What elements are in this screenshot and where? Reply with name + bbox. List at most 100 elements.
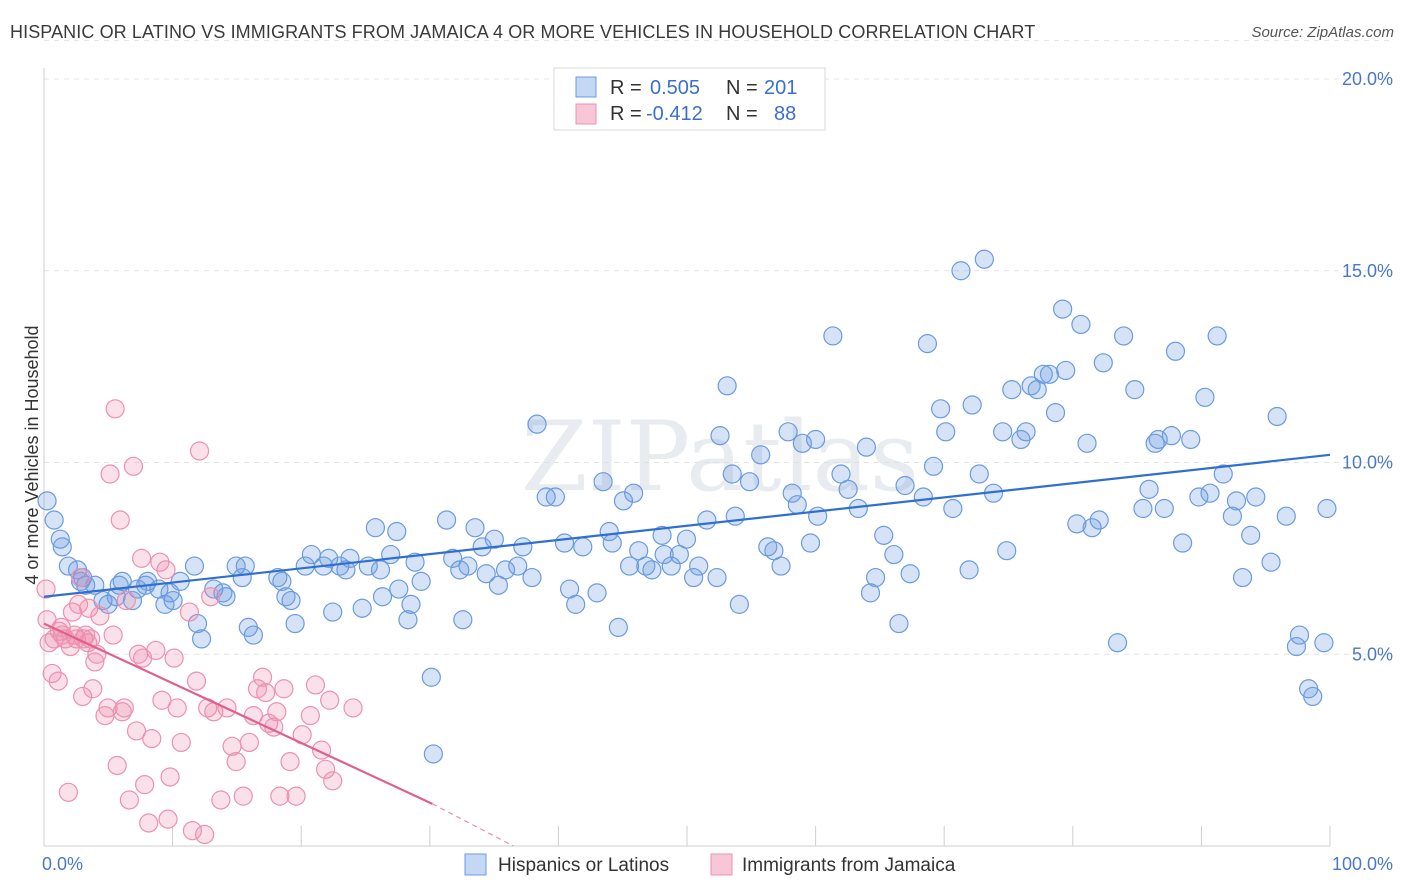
hispanic-point-88 bbox=[613, 491, 634, 511]
jamaica-point-21 bbox=[79, 598, 99, 618]
hispanic-point-95 bbox=[654, 544, 674, 565]
hispanic-point-142 bbox=[974, 249, 994, 269]
hispanic-point-153 bbox=[1045, 403, 1066, 423]
jamaica-point-51 bbox=[160, 767, 180, 787]
jamaica-point-58 bbox=[189, 441, 210, 461]
hispanic-point-133 bbox=[917, 334, 938, 354]
legend-n-value-1: 201 bbox=[764, 77, 797, 99]
hispanic-point-85 bbox=[599, 521, 619, 542]
jamaica-point-78 bbox=[280, 752, 300, 772]
hispanic-point-158 bbox=[1077, 433, 1097, 453]
hispanic-point-32 bbox=[235, 556, 255, 576]
jamaica-point-24 bbox=[85, 652, 105, 672]
jamaica-point-17 bbox=[73, 686, 93, 707]
tick-labels: 5.0% 10.0% 15.0% 20.0% 0.0% 100.0% bbox=[42, 69, 1393, 874]
jamaica-point-54 bbox=[171, 732, 191, 753]
jamaica-point-85 bbox=[320, 690, 340, 710]
hispanic-point-39 bbox=[285, 613, 305, 634]
hispanic-point-151 bbox=[1033, 364, 1053, 384]
bottom-legend-label-2: Immigrants from Jamaica bbox=[742, 855, 956, 876]
jamaica-point-47 bbox=[150, 552, 170, 572]
hispanic-point-101 bbox=[697, 510, 717, 530]
y-axis-label: 4 or more Vehicles in Household bbox=[22, 325, 42, 584]
jamaica-point-12 bbox=[62, 602, 83, 622]
hispanic-point-73 bbox=[508, 556, 528, 576]
hispanic-trend-line bbox=[43, 453, 1331, 598]
jamaica-point-26 bbox=[90, 606, 110, 626]
y-tick-label-2: 15.0% bbox=[1342, 261, 1393, 281]
hispanic-point-187 bbox=[1286, 636, 1307, 657]
hispanic-point-46 bbox=[336, 560, 356, 580]
legend-n-label-1: N = bbox=[726, 77, 758, 99]
hispanic-point-164 bbox=[1125, 380, 1145, 400]
hispanic-point-106 bbox=[725, 506, 745, 526]
jamaica-point-35 bbox=[114, 698, 134, 718]
hispanic-point-57 bbox=[401, 594, 421, 614]
hispanic-point-83 bbox=[587, 583, 607, 603]
hispanic-point-76 bbox=[527, 414, 547, 434]
bottom-legend-swatch-blue bbox=[464, 853, 487, 876]
hispanic-point-69 bbox=[476, 564, 496, 584]
hispanic-point-29 bbox=[216, 587, 236, 607]
hispanic-point-51 bbox=[370, 560, 391, 580]
source-label: Source: ZipAtlas.com bbox=[1251, 24, 1394, 41]
hispanic-point-115 bbox=[787, 495, 807, 515]
jamaica-point-48 bbox=[152, 690, 172, 710]
hispanic-point-175 bbox=[1195, 387, 1215, 407]
hispanic-point-44 bbox=[323, 602, 343, 622]
hispanic-point-66 bbox=[458, 556, 478, 576]
hispanic-point-67 bbox=[465, 518, 485, 538]
legend-n-value-2: 88 bbox=[774, 103, 796, 125]
hispanic-point-75 bbox=[522, 567, 542, 588]
jamaica-point-68 bbox=[239, 732, 259, 753]
hispanic-point-134 bbox=[923, 456, 944, 476]
hispanic-point-84 bbox=[593, 472, 613, 492]
hispanic-point-87 bbox=[608, 617, 628, 638]
hispanic-point-60 bbox=[421, 667, 441, 687]
jamaica-point-28 bbox=[98, 698, 118, 718]
jamaica-point-16 bbox=[70, 567, 91, 588]
hispanic-point-118 bbox=[805, 429, 826, 450]
bottom-legend-label-1: Hispanics or Latinos bbox=[498, 855, 669, 876]
hispanic-point-113 bbox=[778, 422, 798, 442]
bottom-legend-swatch-pink bbox=[710, 853, 733, 876]
hispanic-point-129 bbox=[889, 613, 909, 634]
legend-r-value-2: -0.412 bbox=[646, 103, 703, 125]
legend-r-label-1: R = bbox=[610, 77, 642, 99]
hispanic-point-24 bbox=[184, 556, 205, 576]
hispanic-point-169 bbox=[1154, 498, 1174, 519]
hispanic-point-31 bbox=[232, 567, 252, 588]
jamaica-point-43 bbox=[135, 775, 155, 795]
hispanic-point-104 bbox=[717, 376, 737, 396]
jamaica-point-75 bbox=[267, 702, 287, 722]
jamaica-point-77 bbox=[274, 679, 294, 699]
hispanic-point-37 bbox=[276, 587, 296, 607]
hispanic-point-15 bbox=[122, 590, 143, 611]
hispanic-point-56 bbox=[398, 610, 418, 630]
hispanic-point-172 bbox=[1172, 533, 1193, 553]
hispanic-point-127 bbox=[874, 525, 894, 545]
hispanic-point-3 bbox=[52, 537, 72, 557]
hispanic-point-43 bbox=[319, 548, 339, 568]
jamaica-point-79 bbox=[286, 786, 306, 806]
jamaica-point-37 bbox=[119, 790, 139, 810]
jamaica-point-29 bbox=[100, 464, 120, 484]
chart-title: HISPANIC OR LATINO VS IMMIGRANTS FROM JA… bbox=[10, 22, 1036, 42]
hispanic-point-188 bbox=[1289, 625, 1310, 645]
hispanic-point-36 bbox=[272, 571, 292, 591]
hispanic-point-183 bbox=[1246, 487, 1266, 507]
hispanic-point-161 bbox=[1093, 353, 1113, 373]
hispanic-point-192 bbox=[1317, 498, 1337, 519]
hispanic-point-165 bbox=[1133, 498, 1153, 519]
jamaica-point-66 bbox=[226, 752, 246, 772]
hispanic-point-74 bbox=[513, 537, 533, 557]
hispanic-point-53 bbox=[381, 544, 401, 565]
hispanic-point-100 bbox=[689, 556, 709, 576]
hispanic-point-65 bbox=[453, 610, 473, 630]
hispanic-point-162 bbox=[1107, 633, 1128, 653]
hispanic-point-148 bbox=[1016, 422, 1036, 442]
y-tick-label-1: 10.0% bbox=[1342, 453, 1393, 473]
hispanic-point-177 bbox=[1207, 326, 1227, 346]
jamaica-point-41 bbox=[131, 548, 152, 568]
